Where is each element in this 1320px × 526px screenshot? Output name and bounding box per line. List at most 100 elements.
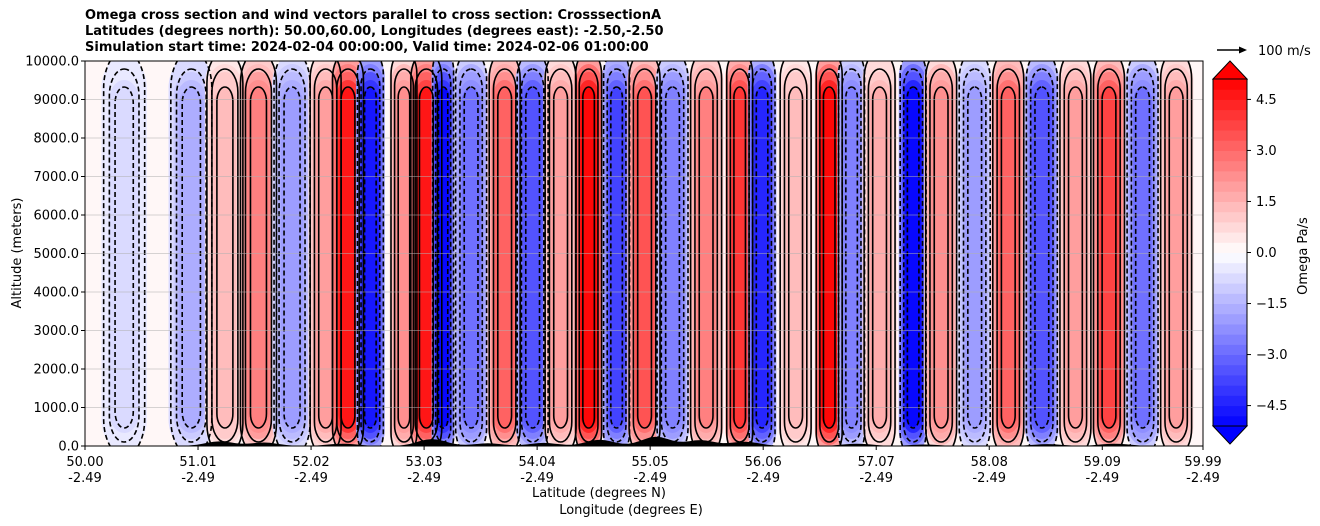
colorbar-tick-label: 0.0 xyxy=(1256,246,1277,261)
colorbar-level xyxy=(1213,364,1247,376)
x-tick-label-lat: 53.03 xyxy=(405,455,442,470)
omega-contour xyxy=(733,86,747,429)
omega-contour xyxy=(698,86,714,429)
colorbar-level xyxy=(1213,334,1247,345)
x-tick-label-lat: 59.99 xyxy=(1184,455,1221,470)
colorbar-level xyxy=(1213,160,1247,172)
colorbar-level xyxy=(1213,170,1247,182)
omega-contour xyxy=(902,68,924,443)
omega-contour xyxy=(660,68,685,443)
omega-contour xyxy=(929,68,954,443)
colorbar-level xyxy=(1213,79,1247,90)
omega-contour xyxy=(244,68,273,443)
omega-contour xyxy=(1097,68,1121,443)
colorbar-tick-label: 1.5 xyxy=(1256,195,1277,210)
quiver-key-arrowhead xyxy=(1239,46,1247,54)
omega-contour xyxy=(1130,68,1155,443)
omega-contour xyxy=(552,86,569,429)
omega-contour xyxy=(606,68,627,443)
omega-contour xyxy=(548,68,573,443)
omega-contour xyxy=(496,86,513,429)
colorbar-level xyxy=(1213,140,1247,151)
omega-contour xyxy=(524,86,541,429)
colorbar-tick-label: 4.5 xyxy=(1256,93,1277,108)
x-tick-label-lon: -2.49 xyxy=(633,471,667,486)
colorbar-level xyxy=(1213,109,1247,121)
colorbar-level xyxy=(1213,415,1247,427)
x-tick-label-lon: -2.49 xyxy=(1186,471,1220,486)
x-tick-label-lat: 54.04 xyxy=(519,455,556,470)
omega-contour xyxy=(1168,86,1184,429)
colorbar-level xyxy=(1213,395,1247,407)
omega-contour xyxy=(783,68,808,443)
x-axis-label-longitude: Longitude (degrees E) xyxy=(559,503,703,518)
colorbar-level xyxy=(1213,221,1247,233)
omega-contour xyxy=(249,86,268,429)
omega-contour xyxy=(871,86,888,429)
omega-contour xyxy=(340,86,356,429)
y-tick-label: 4000.0 xyxy=(34,286,80,301)
y-tick-label: 10000.0 xyxy=(25,55,79,70)
x-tick-label-lat: 51.01 xyxy=(179,455,216,470)
omega-contour xyxy=(1164,68,1189,443)
omega-contour xyxy=(1034,86,1050,429)
colorbar-level xyxy=(1213,385,1247,396)
colorbar-level xyxy=(1213,89,1247,100)
omega-contour xyxy=(664,86,681,429)
colorbar-level xyxy=(1213,354,1247,366)
colorbar-level xyxy=(1213,293,1247,305)
omega-contour xyxy=(1134,86,1151,429)
colorbar-level xyxy=(1213,119,1247,131)
colorbar-level xyxy=(1213,181,1247,192)
chart-title-line-1: Omega cross section and wind vectors par… xyxy=(85,8,662,23)
x-tick-label-lon: -2.49 xyxy=(1085,471,1119,486)
y-tick-label: 0.0 xyxy=(58,440,79,455)
y-axis-label: Altitude (meters) xyxy=(10,198,25,309)
omega-contour xyxy=(845,86,859,429)
omega-contour xyxy=(819,68,840,443)
omega-contour xyxy=(636,86,653,429)
x-tick-label-lon: -2.49 xyxy=(181,471,215,486)
omega-contour xyxy=(1029,68,1054,443)
colorbar-level xyxy=(1213,99,1247,111)
x-tick-label-lon: -2.49 xyxy=(68,471,102,486)
colorbar-level xyxy=(1213,344,1247,356)
colorbar-level xyxy=(1213,405,1247,417)
x-tick-label-lat: 57.07 xyxy=(858,455,895,470)
omega-contour xyxy=(181,86,202,429)
x-tick-label-lon: -2.49 xyxy=(972,471,1006,486)
omega-contour xyxy=(755,86,769,429)
colorbar-level xyxy=(1213,201,1247,213)
colorbar-level xyxy=(1213,211,1247,223)
omega-contour xyxy=(459,68,484,443)
x-tick-label-lat: 55.05 xyxy=(632,455,669,470)
omega-contour xyxy=(867,68,892,443)
terrain-silhouette xyxy=(85,436,1203,446)
y-tick-label: 7000.0 xyxy=(34,170,80,185)
y-tick-label: 2000.0 xyxy=(34,363,80,378)
colorbar-level xyxy=(1213,313,1247,325)
omega-contour xyxy=(841,68,862,443)
x-tick-label-lon: -2.49 xyxy=(294,471,328,486)
colorbar-level xyxy=(1213,323,1247,335)
colorbar-tick-label: −1.5 xyxy=(1256,297,1288,312)
chart-title-line-3: Simulation start time: 2024-02-04 00:00:… xyxy=(85,40,649,55)
omega-contour xyxy=(520,68,545,443)
x-tick-label-lat: 52.02 xyxy=(292,455,329,470)
omega-contour xyxy=(1067,86,1084,429)
omega-contour xyxy=(363,86,377,429)
x-tick-label-lon: -2.49 xyxy=(859,471,893,486)
omega-band xyxy=(1125,61,1160,446)
omega-contour xyxy=(283,86,301,429)
y-tick-label: 6000.0 xyxy=(34,209,80,224)
colorbar-level xyxy=(1213,191,1247,202)
colorbar-extend-min xyxy=(1211,425,1249,445)
omega-contour xyxy=(1000,86,1016,429)
colorbar-level xyxy=(1213,262,1247,274)
colorbar-label: Omega Pa/s xyxy=(1296,217,1311,295)
omega-contour xyxy=(437,86,449,429)
x-tick-label-lat: 50.00 xyxy=(66,455,103,470)
omega-contour xyxy=(906,86,920,429)
colorbar-tick-label: −4.5 xyxy=(1256,399,1288,414)
omega-contour xyxy=(751,68,773,443)
